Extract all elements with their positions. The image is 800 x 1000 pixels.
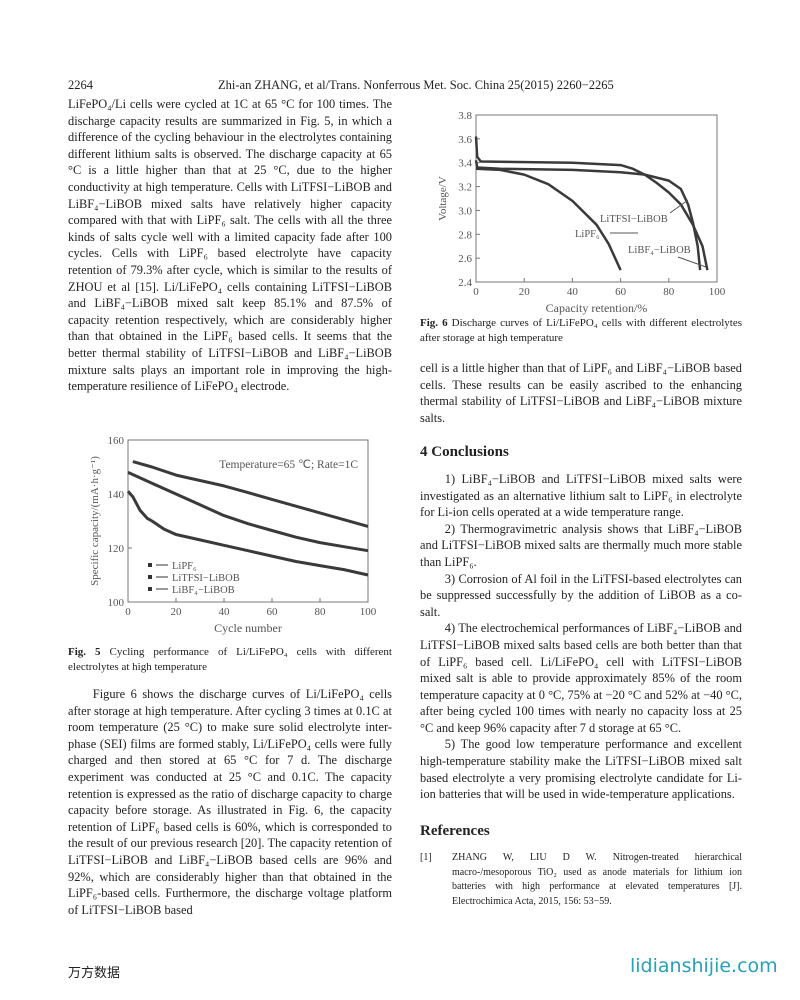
conclusion-item: 1) LiBF₄−LiBOB and LiTFSI−LiBOB mixed sa…	[420, 471, 742, 520]
series-line-0	[126, 490, 369, 577]
y-tick-label: 3.0	[458, 205, 472, 217]
y-tick-label: 160	[108, 435, 125, 447]
series-label: LiPF₆	[575, 229, 600, 240]
conclusion-item: 2) Thermogravimetric analysis shows that…	[420, 521, 742, 569]
label-arrow	[669, 199, 689, 214]
conclusion-item: 4) The electrochemical performances of L…	[420, 621, 742, 735]
figure-5-caption: Fig. 5 Cycling performance of Li/LiFePO₄…	[68, 645, 392, 675]
legend-label: LiPF₆	[172, 561, 197, 572]
x-axis-label: Capacity retention/%	[546, 301, 648, 315]
reference-number: [1]	[420, 852, 432, 864]
x-tick-label: 80	[663, 286, 675, 298]
x-tick-label: 40	[567, 286, 579, 298]
y-tick-label: 120	[108, 543, 125, 555]
y-tick-label: 3.6	[458, 134, 472, 146]
series-line-2	[474, 160, 702, 271]
x-tick-label: 60	[267, 606, 279, 618]
y-tick-label: 2.4	[458, 277, 472, 289]
x-tick-label: 0	[473, 286, 479, 298]
x-tick-label: 60	[615, 286, 627, 298]
y-tick-label: 2.6	[458, 253, 472, 265]
references-heading: References	[420, 822, 490, 839]
reference-item: [1] ZHANG W, LIU D W. Nitrogen-treated h…	[420, 851, 742, 909]
running-title: Zhi-an ZHANG, et al/Trans. Nonferrous Me…	[218, 78, 614, 92]
footer-source: 万方数据	[68, 965, 121, 980]
watermark: lidianshijie.com	[630, 955, 778, 977]
y-axis-label: Specific capacity/(mA·h·g⁻¹)	[89, 456, 101, 586]
x-tick-label: 0	[125, 606, 131, 618]
series-line-0	[475, 167, 622, 271]
caption-text: Discharge curves of Li/LiFePO₄ cells wit…	[420, 317, 742, 344]
legend-label: LiBF₄−LiBOB	[172, 585, 235, 596]
reference-text: ZHANG W, LIU D W. Nitrogen-treated hiera…	[452, 852, 742, 907]
x-tick-label: 80	[315, 606, 327, 618]
label-arrow	[677, 256, 707, 268]
series-label: LiTFSI−LiBOB	[600, 214, 668, 225]
legend-marker-square	[148, 563, 152, 567]
right-column: cell is a little higher than that of LiP…	[420, 360, 742, 909]
y-tick-label: 3.8	[458, 110, 472, 122]
x-tick-label: 20	[171, 606, 183, 618]
legend-marker-triangle	[148, 587, 152, 591]
paragraph: cell is a little higher than that of LiP…	[420, 361, 742, 425]
figure-6-chart: 0 20 40 60 80 100 2.4 2.6 2.8 3.0 3.2 3.4 3.6 3.8 Capa…	[437, 110, 726, 315]
y-axis-label: Voltage/V	[437, 176, 449, 220]
paragraph: LiFePO₄/Li cells were cycled at 1C at 65…	[68, 97, 392, 394]
legend-label: LiTFSI−LiBOB	[172, 573, 240, 584]
y-tick-label: 140	[108, 489, 125, 501]
series-line-2	[127, 471, 369, 553]
figure-6-caption: Fig. 6 Discharge curves of Li/LiFePO₄ ce…	[420, 316, 742, 346]
series-line-1	[132, 460, 369, 528]
y-tick-label: 2.8	[458, 229, 472, 241]
conclusions-heading: 4 Conclusions	[420, 444, 509, 461]
series-label: LiBF₄−LiBOB	[628, 245, 691, 256]
left-column: LiFePO₄/Li cells were cycled at 1C at 65…	[68, 96, 392, 395]
paragraph: Figure 6 shows the discharge curves of L…	[68, 687, 392, 917]
y-tick-label: 3.4	[458, 158, 472, 170]
caption-text: Cycling performance of Li/LiFePO₄ cells …	[68, 646, 392, 673]
plot-frame	[475, 114, 718, 283]
x-tick-label: 100	[360, 606, 377, 618]
plot-frame	[127, 439, 369, 603]
x-axis-label: Cycle number	[214, 621, 282, 635]
y-tick-label: 100	[108, 597, 125, 609]
y-tick-label: 3.2	[458, 182, 472, 194]
caption-label: Fig. 6	[420, 317, 448, 329]
figure-5-chart: 0 20 40 60 80 100 100 120 140 160 Cycle number Spec…	[89, 435, 377, 635]
conclusion-item: 3) Corrosion of Al foil in the LiTFSI-ba…	[420, 571, 742, 619]
x-tick-label: 20	[519, 286, 531, 298]
x-tick-label: 40	[219, 606, 231, 618]
page-number: 2264	[68, 78, 93, 92]
x-tick-label: 100	[709, 286, 726, 298]
conclusion-item: 5) The good low temperature performance …	[420, 737, 742, 802]
legend-marker-circle	[148, 575, 152, 579]
caption-label: Fig. 5	[68, 646, 101, 658]
left-column-bottom: Figure 6 shows the discharge curves of L…	[68, 686, 392, 918]
chart-annotation: Temperature=65 ℃; Rate=1C	[219, 459, 358, 471]
